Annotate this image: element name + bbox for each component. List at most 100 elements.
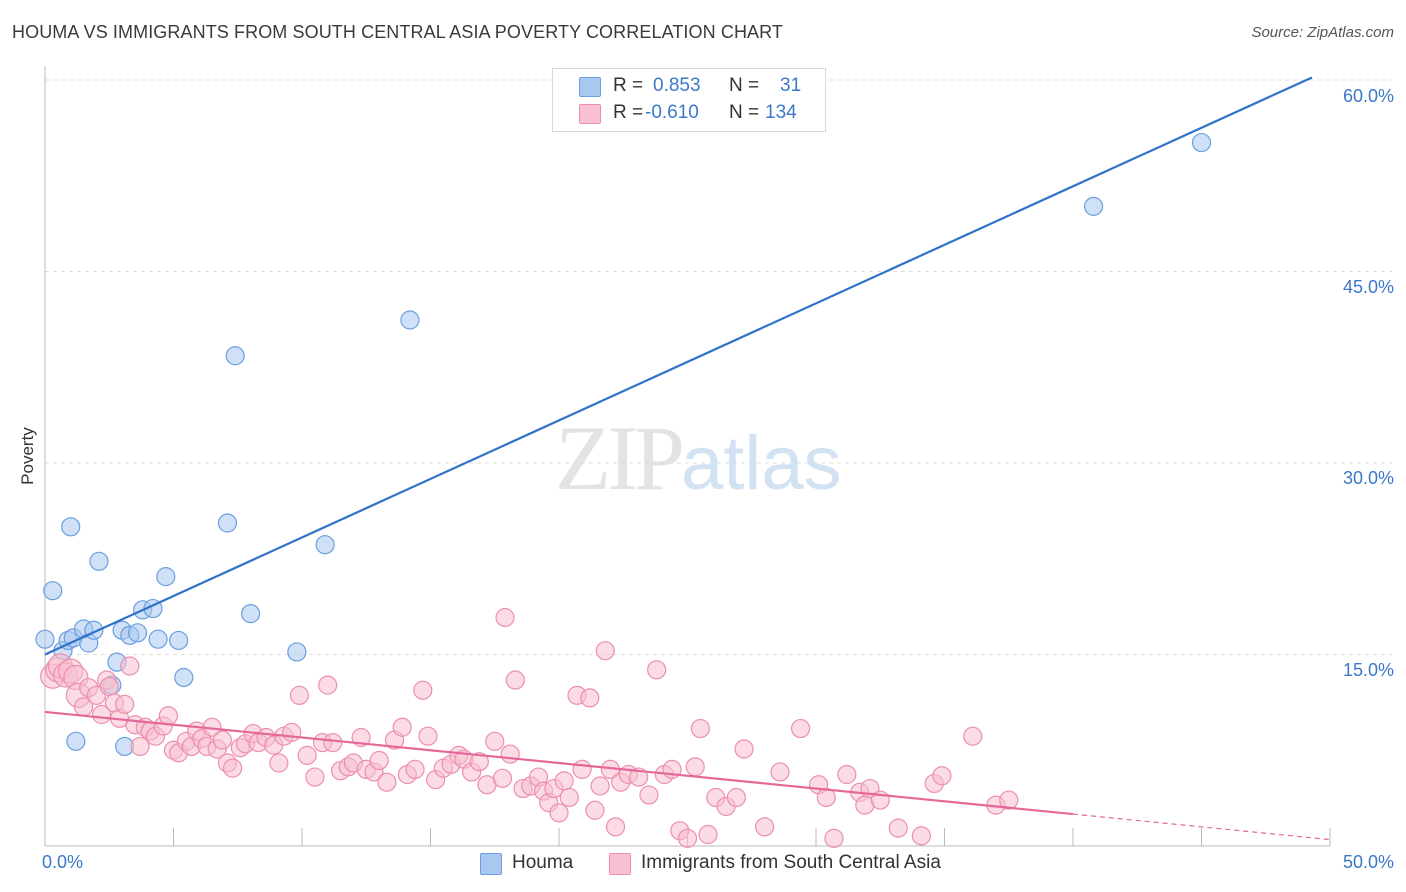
chart-title: HOUMA VS IMMIGRANTS FROM SOUTH CENTRAL A… — [12, 22, 784, 42]
legend-n-value: 134 — [765, 102, 797, 123]
legend-swatch-immigrants — [609, 853, 631, 875]
immigrants-point — [790, 718, 811, 739]
y-tick-label: 60.0% — [1342, 86, 1394, 106]
immigrants-point — [554, 771, 574, 791]
legend-r-value: 0.853 — [653, 75, 701, 96]
houma-point — [1191, 132, 1212, 153]
correlation-legend: R = 0.853 N = 31 R = -0.610 N = 134 — [552, 68, 826, 132]
immigrants-point — [418, 726, 438, 746]
immigrants-point — [685, 757, 705, 777]
houma-point — [287, 642, 307, 662]
immigrants-point — [677, 828, 698, 848]
immigrants-point — [158, 706, 178, 726]
houma-point — [43, 581, 63, 601]
y-tick-label: 15.0% — [1342, 660, 1394, 680]
immigrants-point — [405, 759, 425, 780]
houma-point — [66, 731, 86, 751]
immigrants-point — [485, 731, 505, 751]
legend-r-label: R = — [613, 102, 644, 123]
immigrants-point — [318, 675, 338, 695]
immigrants-trend-line — [44, 710, 1074, 816]
immigrants-point — [289, 685, 310, 705]
houma-point — [156, 567, 176, 587]
houma-point — [241, 604, 261, 624]
immigrants-point — [282, 722, 302, 742]
x-tick-label-min: 0.0% — [42, 852, 84, 872]
immigrants-point — [500, 744, 520, 764]
immigrants-point — [120, 656, 140, 676]
immigrants-point — [505, 670, 525, 690]
immigrants-point — [999, 790, 1019, 810]
immigrants-point — [754, 817, 775, 837]
immigrants-point — [392, 717, 412, 737]
immigrants-point — [585, 800, 605, 820]
immigrants-point — [726, 787, 746, 808]
legend-label-houma: Houma — [512, 852, 574, 873]
legend-r-value: -0.610 — [645, 102, 699, 123]
immigrants-point — [837, 764, 857, 785]
immigrants-point — [377, 772, 397, 792]
immigrants-point — [690, 718, 710, 739]
immigrants-point — [595, 641, 615, 661]
houma-point — [1083, 196, 1104, 216]
immigrants-point — [305, 767, 325, 787]
houma-point — [148, 629, 168, 649]
immigrants-point — [590, 776, 610, 796]
houma-point — [225, 346, 245, 366]
immigrants-point — [888, 818, 908, 838]
x-tick-label-max: 50.0% — [1342, 852, 1394, 872]
immigrants-point — [130, 736, 150, 757]
houma-point — [217, 513, 238, 533]
immigrants-point — [413, 680, 433, 700]
immigrants-point — [932, 766, 952, 786]
immigrants-point — [469, 752, 489, 772]
y-tick-label: 45.0% — [1342, 277, 1394, 297]
houma-trend-line — [44, 76, 1313, 656]
watermark-zip: ZIP — [555, 407, 685, 509]
immigrants-trend-extension — [1072, 813, 1331, 841]
houma-point — [89, 551, 109, 571]
immigrants-point — [572, 759, 592, 780]
houma-point — [127, 623, 148, 643]
immigrants-point — [369, 750, 389, 771]
houma-point — [315, 535, 335, 555]
immigrants-point — [734, 739, 754, 759]
legend-swatch-houma — [579, 77, 601, 97]
houma-point — [174, 667, 194, 688]
legend-swatch-immigrants — [579, 104, 601, 124]
immigrants-point — [323, 732, 343, 753]
immigrants-point — [698, 824, 718, 845]
immigrants-point — [770, 762, 790, 782]
immigrants-point — [495, 607, 515, 628]
immigrants-point — [223, 758, 243, 778]
source-label: Source: ZipAtlas.com — [1251, 24, 1394, 41]
immigrants-point — [629, 767, 649, 787]
immigrants-point — [99, 676, 119, 697]
y-tick-label: 30.0% — [1342, 468, 1394, 488]
immigrants-point — [647, 660, 667, 680]
immigrants-point — [492, 768, 513, 788]
legend-n-label: N = — [729, 102, 760, 123]
houma-point — [35, 629, 55, 649]
immigrants-point — [559, 787, 579, 808]
legend-n-label: N = — [729, 75, 760, 96]
houma-point — [61, 517, 81, 537]
immigrants-point — [911, 826, 931, 846]
immigrants-point — [549, 803, 569, 823]
immigrants-point — [580, 688, 600, 708]
immigrants-point — [115, 694, 135, 714]
immigrants-point — [963, 726, 983, 746]
legend-swatch-houma — [480, 853, 502, 875]
immigrants-point — [297, 745, 317, 765]
immigrants-point — [269, 753, 289, 773]
legend-r-label: R = — [613, 75, 644, 96]
legend-label-immigrants: Immigrants from South Central Asia — [641, 852, 941, 873]
immigrants-point — [639, 785, 659, 805]
immigrants-point — [605, 817, 626, 837]
legend-n-value: 31 — [780, 75, 802, 96]
series-legend: Houma Immigrants from South Central Asia — [0, 850, 1406, 880]
houma-point — [169, 630, 189, 651]
immigrants-point — [212, 730, 232, 750]
immigrants-point — [824, 828, 844, 848]
